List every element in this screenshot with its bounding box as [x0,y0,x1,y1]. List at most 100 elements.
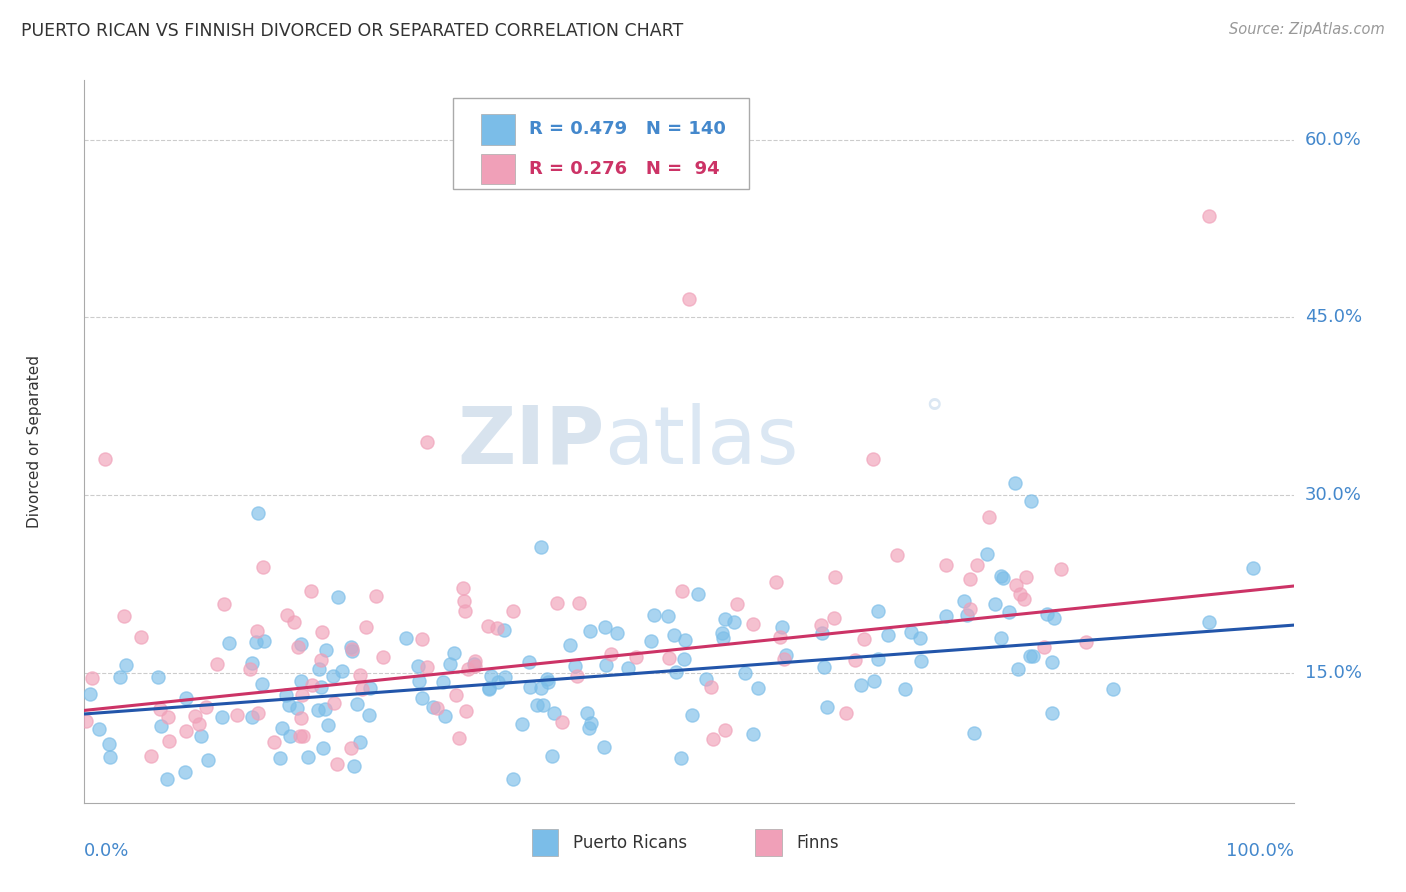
FancyBboxPatch shape [481,114,515,145]
Point [546,596,568,610]
Point [408,674,430,689]
Point [531,698,554,712]
Point [983,597,1005,611]
Point [657,608,679,623]
Point [309,652,332,666]
Point [910,654,932,668]
Point [1074,635,1097,649]
Point [894,681,917,696]
Point [741,616,763,631]
Point [415,434,437,449]
Point [886,548,908,562]
Point [517,655,540,669]
Point [1050,562,1073,576]
Point [315,642,337,657]
Point [301,584,323,599]
Point [502,772,524,786]
Point [290,637,312,651]
Point [297,749,319,764]
Point [810,618,832,632]
Point [247,506,270,520]
Point [98,737,121,751]
Point [1040,655,1063,669]
Point [530,540,553,554]
Point [578,721,600,735]
Point [576,706,599,720]
Point [350,681,373,696]
Point [1010,587,1032,601]
Point [411,690,433,705]
Point [240,656,263,670]
Point [359,681,381,696]
Point [449,731,471,745]
Point [464,654,486,668]
Point [868,652,890,666]
Point [157,733,180,747]
Point [270,721,292,735]
Point [349,735,371,749]
Point [1014,570,1036,584]
Point [432,675,454,690]
Point [322,669,344,683]
Point [422,699,444,714]
Point [339,640,361,654]
Point [578,624,600,639]
Point [686,587,709,601]
Point [157,709,180,723]
Point [269,751,291,765]
Point [935,609,957,624]
Point [342,644,364,658]
Point [711,631,734,645]
FancyBboxPatch shape [755,829,782,856]
Point [993,572,1015,586]
Point [240,709,263,723]
Point [862,452,884,467]
Point [444,688,467,702]
Point [454,704,477,718]
Point [212,597,235,611]
Point [226,708,249,723]
Point [174,691,197,706]
Point [364,589,387,603]
Point [863,674,886,689]
Point [274,688,297,702]
Point [451,582,474,596]
Point [195,699,218,714]
Point [658,651,681,665]
Point [592,740,614,755]
Text: °: ° [925,397,945,435]
FancyBboxPatch shape [531,829,558,856]
Point [681,708,703,723]
Point [624,649,647,664]
Point [823,610,845,624]
Point [340,641,363,656]
Point [640,634,662,648]
Point [710,625,733,640]
Point [434,709,457,723]
Point [87,722,110,736]
Point [1018,648,1040,663]
Point [536,672,558,686]
Point [593,620,616,634]
Point [340,740,363,755]
Point [1022,648,1045,663]
Point [765,575,787,590]
Point [673,633,696,648]
Point [307,703,329,717]
Point [453,594,475,608]
Point [530,681,553,696]
Point [439,657,461,672]
Point [75,714,97,728]
Point [290,688,312,702]
Point [477,619,499,633]
Point [454,604,477,618]
Point [188,717,211,731]
Point [769,630,792,644]
Text: Finns: Finns [797,833,839,852]
Point [747,681,769,695]
Point [276,607,298,622]
Point [851,677,873,691]
Point [537,674,560,689]
Point [519,680,541,694]
Point [346,697,368,711]
